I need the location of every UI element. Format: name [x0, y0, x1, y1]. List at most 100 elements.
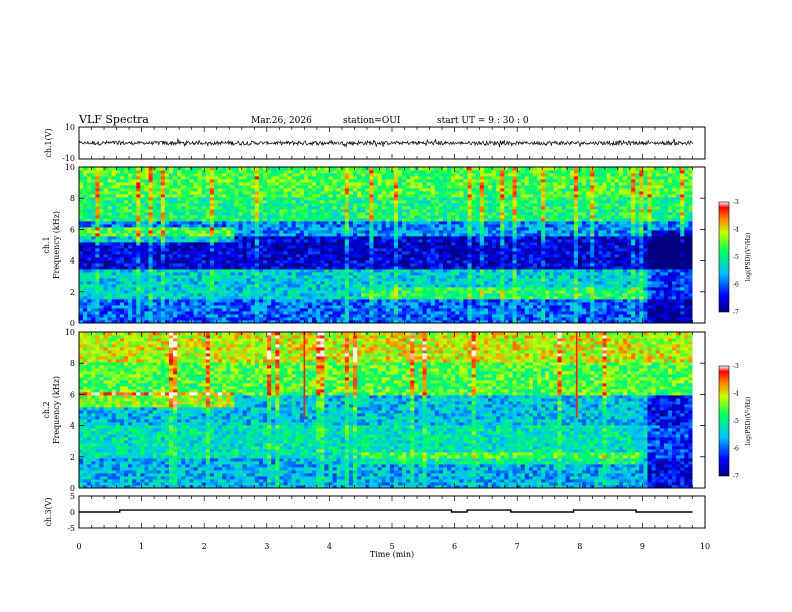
spec-cell — [205, 311, 211, 315]
spec-cell — [254, 302, 260, 306]
spec-cell — [209, 287, 215, 291]
spec-cell — [438, 182, 444, 186]
spec-cell — [434, 269, 440, 273]
spec-cell — [238, 299, 243, 303]
spec-cell — [385, 227, 391, 231]
spec-cell — [467, 269, 473, 273]
spec-cell — [410, 188, 415, 192]
spec-cell — [128, 215, 133, 219]
spec-cell — [218, 200, 223, 204]
spec-cell — [336, 215, 342, 219]
spec-cell — [189, 197, 194, 201]
spec-cell — [254, 215, 260, 219]
spec-cell — [209, 185, 215, 189]
spec-cell — [218, 311, 223, 315]
spec-cell — [258, 215, 264, 219]
spec-cell — [140, 257, 145, 261]
spec-cell — [107, 311, 113, 315]
spec-cell — [291, 221, 297, 225]
spec-cell — [95, 299, 100, 303]
spec-cell — [95, 218, 100, 222]
spec-cell — [299, 257, 305, 261]
spec-cell — [263, 176, 268, 180]
spec-cell — [316, 176, 321, 180]
spec-cell — [226, 275, 231, 279]
spec-cell — [177, 203, 182, 207]
spec-cell — [201, 206, 207, 210]
spec-cell — [426, 302, 432, 306]
spec-cell — [168, 173, 174, 177]
spec-cell — [438, 317, 444, 321]
spec-cell — [463, 314, 468, 318]
spec-cell — [434, 260, 440, 264]
spec-cell — [201, 293, 207, 297]
spec-cell — [422, 320, 428, 324]
spec-cell — [218, 194, 223, 198]
spec-cell — [308, 212, 313, 216]
spec-cell — [173, 224, 178, 228]
spec-cell — [119, 170, 125, 174]
spec-cell — [320, 197, 325, 201]
spec-cell — [156, 254, 162, 258]
spec-cell — [451, 167, 456, 171]
spec-cell — [140, 266, 145, 270]
spec-cell — [316, 251, 321, 255]
spec-cell — [160, 233, 166, 237]
spec-cell — [128, 302, 133, 306]
spec-cell — [230, 299, 235, 303]
spec-cell — [156, 182, 162, 186]
spec-cell — [316, 191, 321, 195]
spec-cell — [406, 233, 411, 237]
spec-cell — [279, 218, 284, 222]
spec-cell — [443, 227, 448, 231]
spec-cell — [177, 314, 182, 318]
spec-cell — [373, 317, 378, 321]
spec-cell — [181, 179, 186, 183]
spec-cell — [353, 185, 358, 189]
spec-cell — [406, 317, 411, 321]
spec-cell — [434, 272, 440, 276]
spec-cell — [177, 260, 182, 264]
spec-cell — [168, 317, 174, 321]
spec-cell — [177, 182, 182, 186]
spec-cell — [344, 266, 350, 270]
spec-cell — [148, 170, 154, 174]
spec-cell — [365, 224, 370, 228]
spec-cell — [197, 287, 203, 291]
spec-cell — [459, 239, 464, 243]
spec-cell — [164, 242, 170, 246]
spec-cell — [377, 287, 383, 291]
spec-cell — [197, 185, 203, 189]
spec-cell — [189, 206, 194, 210]
spec-cell — [340, 167, 346, 171]
spec-cell — [430, 242, 436, 246]
spec-cell — [279, 284, 284, 288]
spec-cell — [258, 236, 264, 240]
spec-cell — [430, 230, 436, 234]
spec-cell — [418, 209, 423, 213]
spec-cell — [365, 230, 370, 234]
spec-cell — [406, 263, 411, 267]
spec-cell — [246, 215, 252, 219]
spec-cell — [144, 185, 149, 189]
spec-cell — [95, 206, 100, 210]
spec-cell — [226, 257, 231, 261]
spec-cell — [181, 212, 186, 216]
spec-cell — [197, 293, 203, 297]
spec-cell — [181, 314, 186, 318]
spec-cell — [463, 284, 468, 288]
spec-cell — [455, 212, 460, 216]
spec-cell — [164, 263, 170, 267]
spec-cell — [107, 188, 113, 192]
spec-cell — [398, 242, 403, 246]
spec-cell — [279, 257, 284, 261]
spec-cell — [353, 227, 358, 231]
spec-cell — [87, 203, 92, 207]
spec-cell — [103, 197, 109, 201]
spec-cell — [369, 275, 374, 279]
spec-cell — [459, 257, 464, 261]
spec-cell — [111, 320, 117, 324]
spec-cell — [430, 272, 436, 276]
spec-cell — [393, 284, 399, 288]
spec-cell — [275, 317, 280, 321]
